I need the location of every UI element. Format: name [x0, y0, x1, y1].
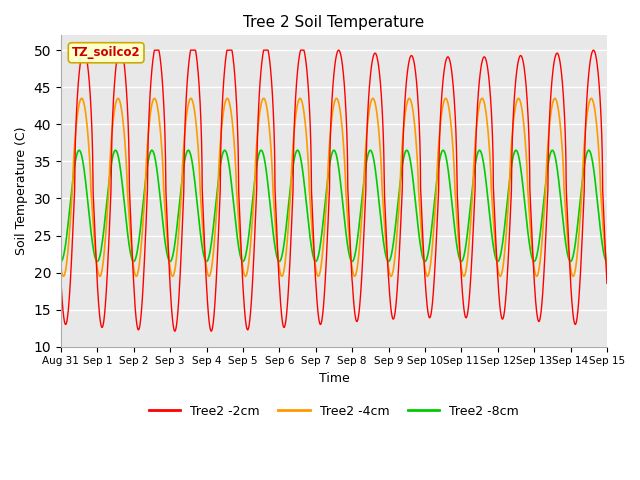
X-axis label: Time: Time — [319, 372, 349, 385]
Line: Tree2 -2cm: Tree2 -2cm — [61, 50, 607, 331]
Title: Tree 2 Soil Temperature: Tree 2 Soil Temperature — [243, 15, 424, 30]
Tree2 -4cm — [588, 96, 595, 101]
Tree2 -4cm — [603, 265, 611, 271]
Tree2 -4cm — [529, 258, 537, 264]
Tree2 -4cm — [367, 99, 374, 105]
Tree2 -2cm — [499, 316, 506, 322]
Tree2 -8cm — [111, 147, 119, 153]
Tree2 -8cm — [595, 217, 603, 223]
Tree2 -4cm — [351, 274, 358, 279]
Text: TZ_soilco2: TZ_soilco2 — [72, 46, 140, 59]
Tree2 -2cm — [367, 67, 375, 72]
Tree2 -8cm — [229, 198, 237, 204]
Tree2 -2cm — [230, 61, 237, 67]
Tree2 -2cm — [596, 88, 604, 94]
Y-axis label: Soil Temperature (C): Soil Temperature (C) — [15, 127, 28, 255]
Tree2 -4cm — [499, 268, 506, 274]
Tree2 -2cm — [115, 48, 123, 53]
Line: Tree2 -8cm: Tree2 -8cm — [61, 150, 607, 262]
Tree2 -4cm — [596, 162, 604, 168]
Tree2 -4cm — [111, 102, 119, 108]
Tree2 -4cm — [229, 129, 237, 135]
Tree2 -2cm — [603, 280, 611, 286]
Tree2 -2cm — [57, 278, 65, 284]
Tree2 -8cm — [294, 147, 301, 153]
Tree2 -8cm — [529, 258, 537, 264]
Tree2 -8cm — [603, 259, 611, 264]
Line: Tree2 -4cm: Tree2 -4cm — [61, 98, 607, 276]
Tree2 -2cm — [207, 328, 215, 334]
Tree2 -2cm — [111, 69, 119, 75]
Legend: Tree2 -2cm, Tree2 -4cm, Tree2 -8cm: Tree2 -2cm, Tree2 -4cm, Tree2 -8cm — [144, 400, 524, 423]
Tree2 -8cm — [57, 259, 65, 264]
Tree2 -2cm — [529, 263, 537, 268]
Tree2 -4cm — [57, 265, 65, 271]
Tree2 -8cm — [499, 241, 506, 247]
Tree2 -8cm — [367, 147, 374, 153]
